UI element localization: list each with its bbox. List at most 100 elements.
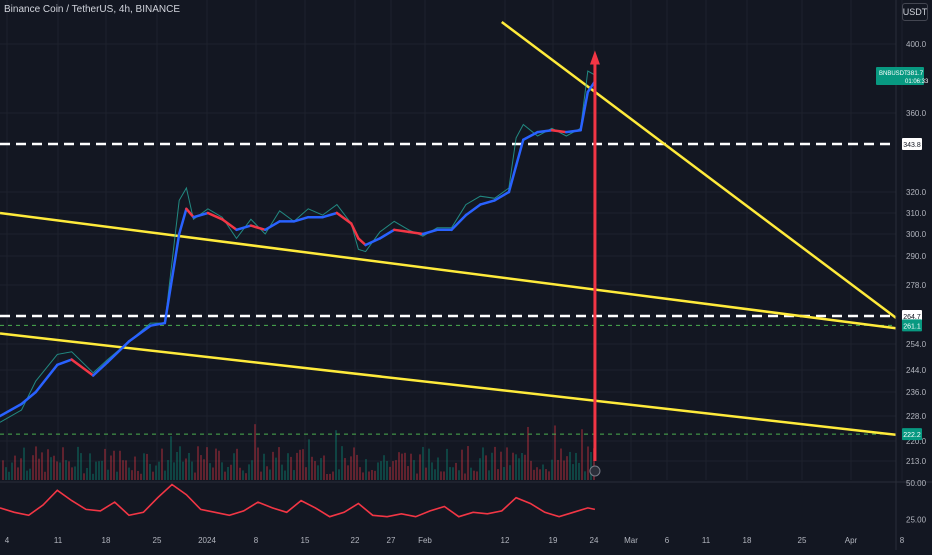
volume-bar: [539, 469, 541, 480]
time-tick-label: Feb: [418, 536, 432, 545]
volume-bar: [20, 458, 22, 480]
volume-bar: [503, 467, 505, 480]
volume-bar: [275, 457, 277, 480]
volume-bar: [131, 470, 133, 480]
volume-bar: [302, 449, 304, 480]
volume-bar: [482, 447, 484, 480]
ma-segment: [321, 211, 339, 219]
ma-segment: [335, 211, 353, 225]
price-tick-label: 290.0: [906, 252, 927, 261]
volume-bar: [62, 447, 64, 480]
volume-bar: [410, 453, 412, 480]
volume-bar: [260, 471, 262, 480]
volume-bar: [392, 461, 394, 480]
oscillator-line: [0, 483, 596, 518]
volume-bar: [314, 461, 316, 480]
ma-segment: [0, 402, 23, 418]
price-tick-label: 320.0: [906, 188, 927, 197]
volume-bar: [515, 454, 517, 480]
bolt-icon[interactable]: [589, 465, 601, 477]
volume-bar: [416, 473, 418, 480]
volume-bar: [188, 452, 190, 480]
ma-segment: [464, 203, 482, 217]
ma-segment: [378, 228, 396, 240]
volume-bar: [164, 470, 166, 480]
volume-bar: [92, 473, 94, 480]
volume-bar: [452, 467, 454, 480]
volume-bar: [182, 461, 184, 480]
ma-segment: [20, 390, 38, 406]
volume-bar: [572, 464, 574, 480]
time-tick-label: 11: [702, 536, 711, 545]
volume-bar: [221, 462, 223, 480]
volume-bar: [500, 451, 502, 480]
volume-bar: [23, 447, 25, 480]
time-tick-label: 18: [743, 536, 752, 545]
ma-segment: [292, 215, 310, 223]
volume-bar: [512, 452, 514, 480]
volume-bar: [353, 447, 355, 480]
ma-segment: [192, 211, 210, 219]
ma-segment: [177, 207, 188, 236]
volume-bar: [116, 471, 118, 480]
volume-bar: [179, 446, 181, 480]
volume-bar: [155, 465, 157, 480]
volume-bar: [362, 472, 364, 480]
volume-bar: [86, 467, 88, 480]
ma-segment: [507, 164, 518, 194]
volume-bar: [38, 458, 40, 480]
volume-bar: [434, 469, 436, 480]
volume-bar: [341, 446, 343, 480]
price-tick-label: 213.0: [906, 457, 927, 466]
volume-bar: [326, 473, 328, 480]
volume-bar: [590, 451, 592, 480]
volume-bar: [479, 458, 481, 480]
volume-bar: [29, 468, 31, 480]
time-tick-label: 4: [5, 536, 10, 545]
level-price-tag: [902, 138, 922, 150]
ma-segment: [364, 237, 382, 247]
volume-bar: [5, 467, 7, 480]
time-tick-label: 15: [301, 536, 310, 545]
volume-bar: [368, 471, 370, 480]
volume-bar: [320, 458, 322, 480]
volume-bar: [560, 448, 562, 480]
volume-bar: [239, 467, 241, 480]
volume-bar: [530, 460, 532, 480]
volume-bar: [440, 471, 442, 480]
price-tick-label: 244.0: [906, 366, 927, 375]
volume-bar: [506, 447, 508, 480]
volume-bar: [14, 455, 16, 480]
level-price-label: 222.2: [903, 432, 921, 439]
volume-bar: [437, 457, 439, 480]
volume-bar: [395, 460, 397, 480]
volume-bar: [17, 467, 19, 480]
level-price-label: 264.7: [903, 314, 921, 321]
volume-bar: [2, 460, 4, 480]
volume-bar: [242, 470, 244, 480]
volume-bar: [521, 452, 523, 480]
volume-bar: [371, 469, 373, 480]
volume-bar: [356, 454, 358, 480]
volume-bar: [383, 455, 385, 480]
volume-bar: [419, 454, 421, 480]
volume-bar: [509, 465, 511, 480]
volume-bar: [551, 459, 553, 480]
time-tick-label: Apr: [845, 536, 858, 545]
time-tick-label: 12: [501, 536, 510, 545]
volume-bar: [536, 467, 538, 480]
time-tick-label: Mar: [624, 536, 638, 545]
volume-bar: [278, 447, 280, 480]
volume-bar: [293, 470, 295, 480]
volume-bar: [566, 456, 568, 480]
time-tick-label: 24: [590, 536, 599, 545]
volume-bar: [35, 446, 37, 480]
time-tick-label: 25: [153, 536, 162, 545]
volume-bar: [329, 473, 331, 480]
volume-bar: [581, 429, 583, 480]
price-tick-label: 278.0: [906, 281, 927, 290]
volume-bar: [464, 473, 466, 480]
currency-button[interactable]: USDT: [902, 3, 928, 21]
volume-bar: [317, 465, 319, 480]
